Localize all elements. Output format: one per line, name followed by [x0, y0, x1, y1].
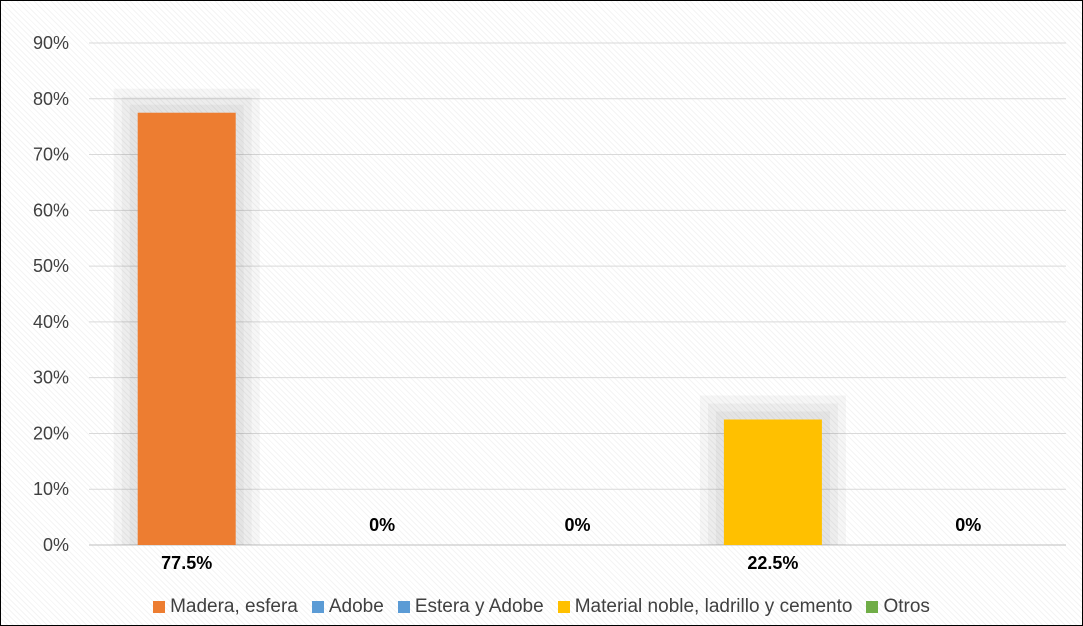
bar [723, 419, 822, 545]
legend-label: Adobe [328, 596, 384, 617]
legend-swatch [311, 601, 324, 613]
legend-swatch [557, 601, 570, 613]
y-tick-label: 10% [33, 479, 69, 499]
y-tick-label: 80% [33, 89, 69, 109]
y-tick-label: 90% [33, 33, 69, 53]
gridlines [89, 42, 1066, 546]
data-label: 22.5% [747, 553, 798, 573]
y-tick-label: 0% [43, 535, 69, 555]
legend-item: Otros [866, 596, 930, 618]
legend-item: Adobe [311, 596, 384, 618]
y-axis-ticks: 0% 10% 20% 30% 40% 50% 60% 70% 80% 90% [33, 33, 69, 555]
bar-chart: 0% 10% 20% 30% 40% 50% 60% 70% 80% 90% 77.5% 0% 0% 2… [33, 33, 1066, 573]
y-tick-label: 30% [33, 368, 69, 388]
legend-label: Material noble, ladrillo y cemento [574, 596, 853, 617]
y-tick-label: 20% [33, 423, 69, 443]
bar [137, 112, 236, 545]
legend-label: Madera, esfera [170, 596, 298, 617]
data-label: 0% [955, 515, 981, 535]
legend-item: Estera y Adobe [397, 596, 544, 618]
legend-label: Estera y Adobe [414, 596, 544, 617]
data-label: 0% [564, 515, 590, 535]
legend-item: Material noble, ladrillo y cemento [557, 596, 853, 618]
y-tick-label: 50% [33, 256, 69, 276]
data-label: 77.5% [161, 553, 212, 573]
y-tick-label: 40% [33, 312, 69, 332]
data-label: 0% [369, 515, 395, 535]
y-tick-label: 70% [33, 145, 69, 165]
bars [137, 112, 822, 545]
legend: Madera, esfera Adobe Estera y Adobe Materia… [1, 590, 1082, 624]
legend-swatch [866, 601, 879, 613]
legend-swatch [153, 601, 166, 613]
data-labels: 77.5% 0% 0% 22.5% 0% [161, 515, 981, 573]
legend-label: Otros [883, 596, 930, 617]
legend-swatch [397, 601, 410, 613]
y-tick-label: 60% [33, 200, 69, 220]
legend-item: Madera, esfera [153, 596, 298, 618]
